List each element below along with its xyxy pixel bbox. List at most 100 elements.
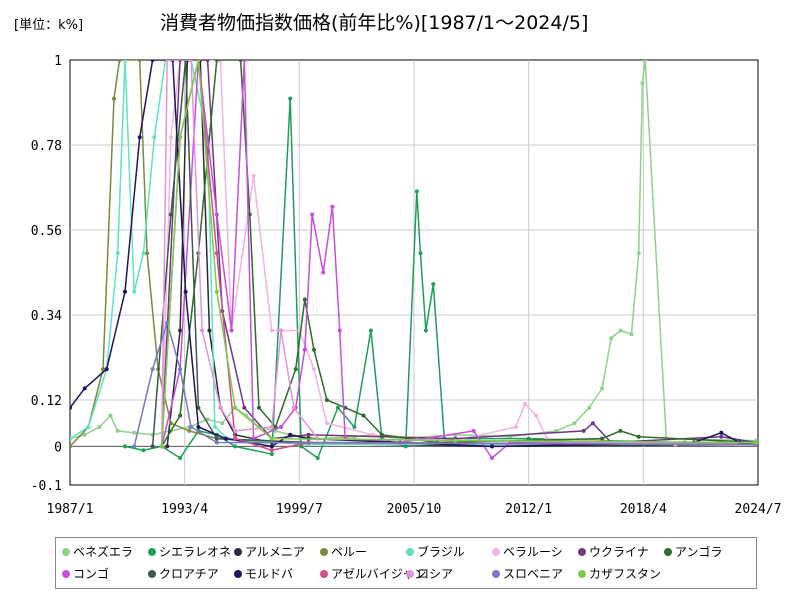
data-point — [200, 328, 205, 333]
data-point — [302, 347, 307, 352]
legend-item: ペルー — [320, 543, 367, 560]
series-line — [161, 60, 757, 447]
data-point — [189, 425, 194, 429]
legend-marker-icon — [578, 569, 586, 578]
data-point — [269, 452, 274, 457]
legend-marker-icon — [234, 569, 242, 578]
data-point — [196, 60, 201, 62]
x-tick-label: 1987/1 — [47, 502, 94, 517]
legend-label: クロアチア — [159, 567, 219, 581]
chart-title: 消費者物価指数価格(前年比%)[1987/1～2024/5] — [160, 12, 589, 34]
data-point — [379, 432, 384, 437]
data-point — [165, 60, 170, 62]
data-point — [123, 444, 127, 449]
data-point — [233, 428, 238, 433]
legend-label: アルメニア — [245, 545, 305, 559]
legend-label: コンゴ — [73, 567, 110, 581]
legend-marker-icon — [62, 569, 70, 578]
y-tick-label: 0.34 — [31, 309, 62, 324]
data-point — [115, 428, 120, 433]
data-point — [70, 436, 72, 441]
legend-label: アゼルバイジャン — [331, 567, 427, 581]
data-point — [629, 332, 634, 337]
unit-label: [単位：k%] — [14, 18, 84, 33]
x-tick-label: 2024/7 — [735, 502, 782, 517]
data-point — [490, 456, 494, 460]
data-point — [534, 413, 538, 418]
x-tick-label: 2005/10 — [387, 502, 442, 517]
legend: ベネズエラ シエラレオネ アルメニア ペルー ブラジル ベラルーシ ウクライナ アンゴラ コンゴ… — [55, 537, 757, 589]
data-point — [70, 444, 72, 449]
data-point — [178, 413, 183, 418]
data-point — [242, 60, 247, 62]
series-layer — [70, 60, 758, 460]
legend-label: シエラレオネ — [159, 545, 232, 559]
data-point — [513, 425, 518, 429]
legend-marker-icon — [578, 547, 586, 556]
data-point — [214, 289, 219, 294]
data-point — [150, 444, 155, 449]
legend-item: アゼルバイジャン — [320, 565, 426, 582]
series-line — [160, 60, 757, 447]
data-point — [123, 60, 127, 62]
data-point — [269, 425, 274, 429]
legend-marker-icon — [406, 547, 414, 556]
legend-marker-icon — [320, 547, 328, 556]
data-point — [581, 428, 586, 433]
legend-label: ウクライナ — [589, 545, 649, 559]
data-point — [152, 135, 157, 140]
data-point — [132, 444, 137, 449]
data-point — [600, 386, 605, 391]
legend-label: アンゴラ — [675, 545, 723, 559]
data-point — [324, 421, 329, 426]
data-point — [220, 421, 225, 426]
data-point — [196, 425, 201, 429]
data-point — [178, 135, 183, 140]
x-tick-label: 1999/7 — [276, 502, 323, 517]
y-tick-label: -0.1 — [31, 479, 62, 494]
data-point — [82, 386, 87, 391]
data-point — [453, 438, 458, 443]
data-point — [279, 328, 283, 333]
data-point — [214, 440, 219, 445]
legend-label: ロシア — [417, 567, 454, 581]
data-point — [214, 436, 219, 441]
data-point — [205, 60, 210, 62]
data-point — [306, 432, 311, 437]
data-point — [414, 189, 419, 194]
data-point — [600, 436, 605, 441]
data-point — [719, 430, 724, 435]
legend-item: クロアチア — [148, 565, 219, 582]
data-point — [251, 173, 256, 178]
data-point — [288, 96, 293, 101]
data-point — [643, 60, 648, 62]
legend-marker-icon — [148, 547, 156, 556]
data-point — [101, 367, 105, 372]
data-point — [269, 444, 274, 449]
series-line — [160, 60, 757, 447]
data-point — [212, 425, 217, 429]
y-tick-label: 0.56 — [31, 224, 62, 239]
data-point — [523, 401, 527, 406]
data-point — [214, 212, 219, 217]
series-line — [70, 60, 757, 442]
legend-item: ロシア — [406, 565, 453, 582]
data-point — [187, 428, 192, 433]
data-point — [330, 204, 335, 209]
legend-label: ブラジル — [417, 545, 465, 559]
data-point — [754, 440, 758, 445]
data-point — [229, 328, 234, 333]
data-point — [590, 421, 595, 426]
data-point — [233, 444, 238, 449]
data-point — [218, 405, 223, 410]
data-point — [431, 282, 436, 287]
data-point — [471, 428, 476, 433]
data-point — [82, 432, 87, 437]
data-point — [279, 425, 283, 429]
legend-marker-icon — [234, 547, 242, 556]
legend-label: スロベニア — [503, 567, 564, 581]
y-tick-label: 0.12 — [31, 394, 62, 409]
series-line — [70, 60, 757, 448]
data-point — [238, 60, 243, 62]
data-point — [150, 60, 155, 62]
